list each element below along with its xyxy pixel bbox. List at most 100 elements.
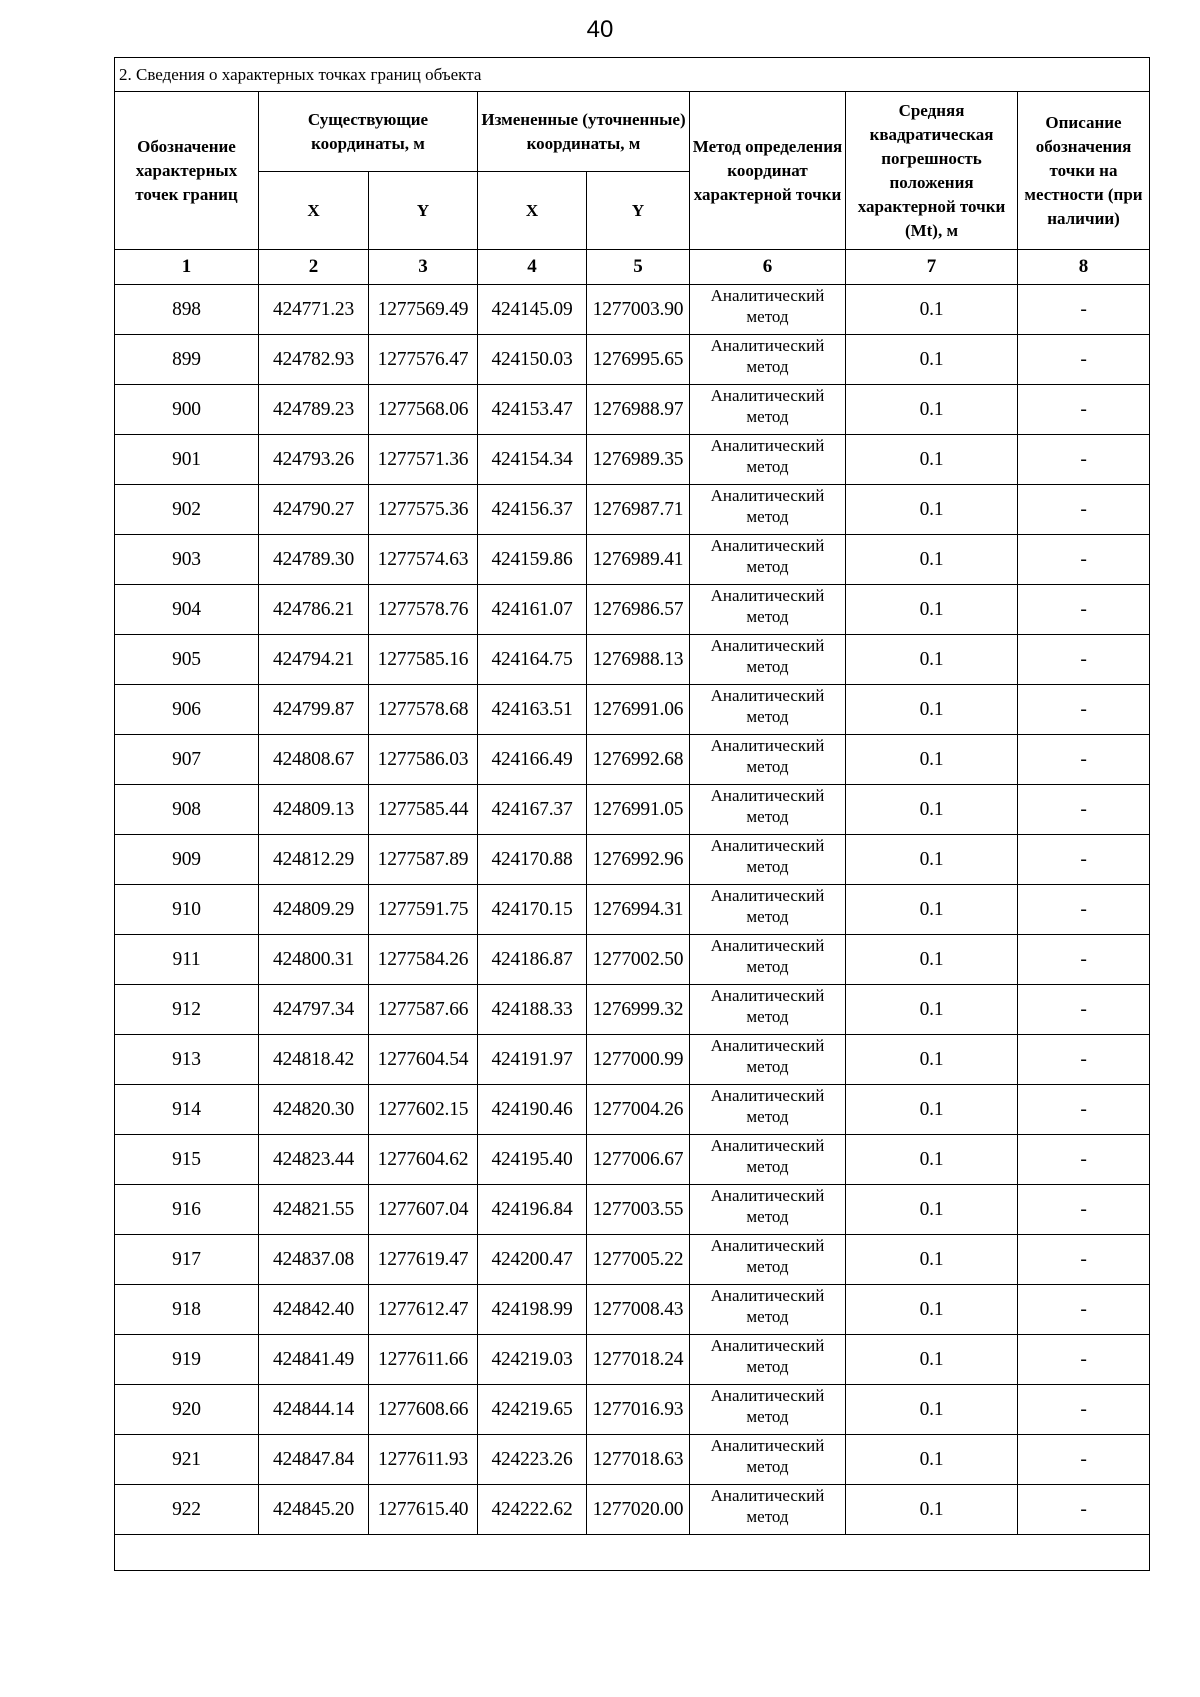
cell-existing-y: 1277604.62 bbox=[368, 1134, 478, 1185]
cell-existing-y: 1277578.76 bbox=[368, 584, 478, 635]
table-row: 900 424789.23 1277568.06 424153.47 1276988.9… bbox=[114, 384, 1151, 435]
cell-changed-y: 1276992.68 bbox=[586, 734, 690, 785]
cell-description: - bbox=[1016, 384, 1151, 435]
cell-changed-y: 1277006.67 bbox=[586, 1134, 690, 1185]
cell-existing-x: 424808.67 bbox=[258, 734, 369, 785]
cell-error: 0.1 bbox=[845, 584, 1018, 635]
cell-existing-y: 1277608.66 bbox=[368, 1384, 478, 1435]
table-row: 906 424799.87 1277578.68 424163.51 1276991.0… bbox=[114, 684, 1151, 735]
cell-error: 0.1 bbox=[845, 1384, 1018, 1435]
cell-existing-y: 1277585.44 bbox=[368, 784, 478, 835]
cell-existing-x: 424789.23 bbox=[258, 384, 369, 435]
cell-existing-x: 424812.29 bbox=[258, 834, 369, 885]
cell-point-id: 901 bbox=[114, 434, 259, 485]
cell-changed-y: 1277004.26 bbox=[586, 1084, 690, 1135]
cell-description: - bbox=[1016, 684, 1151, 735]
cell-method: Аналитический метод bbox=[689, 584, 846, 635]
cell-error: 0.1 bbox=[845, 934, 1018, 985]
cell-point-id: 900 bbox=[114, 384, 259, 435]
cell-method: Аналитический метод bbox=[689, 834, 846, 885]
header-changed-coords: Измененные (уточненные) координаты, м bbox=[477, 91, 690, 172]
cell-method: Аналитический метод bbox=[689, 984, 846, 1035]
cell-description: - bbox=[1016, 1334, 1151, 1385]
cell-existing-x: 424820.30 bbox=[258, 1084, 369, 1135]
cell-description: - bbox=[1016, 734, 1151, 785]
cell-point-id: 906 bbox=[114, 684, 259, 735]
header-method: Метод определения координат характерной … bbox=[689, 91, 846, 250]
cell-changed-x: 424200.47 bbox=[477, 1234, 587, 1285]
cell-point-id: 899 bbox=[114, 334, 259, 385]
cell-changed-x: 424159.86 bbox=[477, 534, 587, 585]
cell-point-id: 908 bbox=[114, 784, 259, 835]
cell-changed-x: 424219.03 bbox=[477, 1334, 587, 1385]
cell-existing-y: 1277591.75 bbox=[368, 884, 478, 935]
cell-method: Аналитический метод bbox=[689, 1134, 846, 1185]
cell-point-id: 907 bbox=[114, 734, 259, 785]
cell-existing-y: 1277568.06 bbox=[368, 384, 478, 435]
cell-existing-y: 1277576.47 bbox=[368, 334, 478, 385]
cell-description: - bbox=[1016, 334, 1151, 385]
cell-method: Аналитический метод bbox=[689, 934, 846, 985]
cell-method: Аналитический метод bbox=[689, 1434, 846, 1485]
cell-method: Аналитический метод bbox=[689, 1034, 846, 1085]
cell-changed-y: 1277018.63 bbox=[586, 1434, 690, 1485]
cell-existing-x: 424800.31 bbox=[258, 934, 369, 985]
cell-point-id: 917 bbox=[114, 1234, 259, 1285]
cell-changed-y: 1276988.13 bbox=[586, 634, 690, 685]
cell-changed-x: 424170.88 bbox=[477, 834, 587, 885]
table-row: 918 424842.40 1277612.47 424198.99 1277008.4… bbox=[114, 1284, 1151, 1335]
cell-point-id: 902 bbox=[114, 484, 259, 535]
cell-existing-y: 1277587.89 bbox=[368, 834, 478, 885]
cell-changed-x: 424150.03 bbox=[477, 334, 587, 385]
cell-changed-x: 424161.07 bbox=[477, 584, 587, 635]
cell-existing-y: 1277612.47 bbox=[368, 1284, 478, 1335]
cell-point-id: 913 bbox=[114, 1034, 259, 1085]
header-existing-y: Y bbox=[368, 171, 478, 250]
cell-existing-x: 424823.44 bbox=[258, 1134, 369, 1185]
column-number: 1 bbox=[114, 249, 259, 285]
empty-footer-row bbox=[113, 1534, 1151, 1571]
cell-error: 0.1 bbox=[845, 434, 1018, 485]
cell-description: - bbox=[1016, 1034, 1151, 1085]
cell-error: 0.1 bbox=[845, 1084, 1018, 1135]
cell-existing-x: 424809.29 bbox=[258, 884, 369, 935]
cell-point-id: 910 bbox=[114, 884, 259, 935]
cell-existing-x: 424793.26 bbox=[258, 434, 369, 485]
column-numbers-row: 1 2 3 4 5 6 7 8 bbox=[114, 249, 1151, 285]
header-changed-x: X bbox=[477, 171, 587, 250]
cell-existing-x: 424841.49 bbox=[258, 1334, 369, 1385]
table-row: 915 424823.44 1277604.62 424195.40 1277006.6… bbox=[114, 1134, 1151, 1185]
cell-error: 0.1 bbox=[845, 684, 1018, 735]
cell-existing-x: 424797.34 bbox=[258, 984, 369, 1035]
cell-changed-y: 1276995.65 bbox=[586, 334, 690, 385]
cell-changed-y: 1277002.50 bbox=[586, 934, 690, 985]
cell-changed-y: 1276992.96 bbox=[586, 834, 690, 885]
cell-changed-x: 424163.51 bbox=[477, 684, 587, 735]
cell-description: - bbox=[1016, 584, 1151, 635]
cell-error: 0.1 bbox=[845, 884, 1018, 935]
cell-error: 0.1 bbox=[845, 1234, 1018, 1285]
cell-existing-y: 1277575.36 bbox=[368, 484, 478, 535]
table-row: 911 424800.31 1277584.26 424186.87 1277002.5… bbox=[114, 934, 1151, 985]
cell-point-id: 904 bbox=[114, 584, 259, 635]
cell-changed-y: 1277018.24 bbox=[586, 1334, 690, 1385]
cell-error: 0.1 bbox=[845, 284, 1018, 335]
cell-method: Аналитический метод bbox=[689, 1284, 846, 1335]
cell-existing-x: 424847.84 bbox=[258, 1434, 369, 1485]
cell-changed-x: 424191.97 bbox=[477, 1034, 587, 1085]
table-row: 907 424808.67 1277586.03 424166.49 1276992.6… bbox=[114, 734, 1151, 785]
cell-existing-x: 424821.55 bbox=[258, 1184, 369, 1235]
cell-existing-y: 1277615.40 bbox=[368, 1484, 478, 1535]
table-row: 905 424794.21 1277585.16 424164.75 1276988.1… bbox=[114, 634, 1151, 685]
cell-changed-x: 424195.40 bbox=[477, 1134, 587, 1185]
cell-description: - bbox=[1016, 1384, 1151, 1435]
cell-point-id: 922 bbox=[114, 1484, 259, 1535]
cell-error: 0.1 bbox=[845, 984, 1018, 1035]
cell-existing-y: 1277602.15 bbox=[368, 1084, 478, 1135]
cell-changed-x: 424223.26 bbox=[477, 1434, 587, 1485]
table-row: 899 424782.93 1277576.47 424150.03 1276995.6… bbox=[114, 334, 1151, 385]
cell-existing-y: 1277585.16 bbox=[368, 634, 478, 685]
table-row: 910 424809.29 1277591.75 424170.15 1276994.3… bbox=[114, 884, 1151, 935]
cell-existing-y: 1277574.63 bbox=[368, 534, 478, 585]
cell-changed-y: 1276989.35 bbox=[586, 434, 690, 485]
